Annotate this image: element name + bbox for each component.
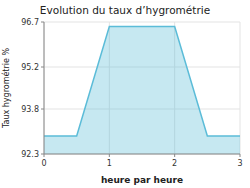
grid [44, 22, 240, 154]
y-tick-label: 92.3 [21, 150, 39, 159]
x-tick-label: 2 [172, 159, 177, 168]
x-tick-label: 0 [41, 159, 46, 168]
title: Evolution du taux d’hygrométrie [40, 4, 210, 16]
y-tick [41, 22, 44, 23]
y-axis-line [44, 22, 45, 154]
x-tick [240, 154, 241, 157]
y-tick-label: 96.7 [21, 18, 39, 27]
x-tick-label: 1 [107, 159, 112, 168]
x-axis-line [44, 154, 240, 155]
line [44, 27, 240, 137]
grid-line [44, 22, 45, 154]
grid-line [240, 22, 241, 154]
chart: 0 1 2 3 92.3 93.8 95.2 96.7 heure par heure Taux … [0, 0, 250, 188]
x-axis-label: heure par heure [101, 175, 183, 185]
grid-line [44, 22, 240, 23]
grid-line [44, 154, 240, 155]
x-tick [174, 154, 175, 157]
axes: 0 1 2 3 92.3 93.8 95.2 96.7 [21, 18, 242, 168]
x-tick-label: 3 [237, 159, 242, 168]
y-tick [41, 154, 44, 155]
x-tick [109, 154, 110, 157]
y-axis-label: Taux hygrométrie % [1, 48, 11, 130]
y-tick [41, 67, 44, 68]
y-tick [41, 109, 44, 110]
plot-area [44, 27, 240, 155]
y-tick-label: 93.8 [21, 105, 39, 114]
y-tick-label: 95.2 [21, 63, 39, 72]
area [44, 27, 240, 155]
